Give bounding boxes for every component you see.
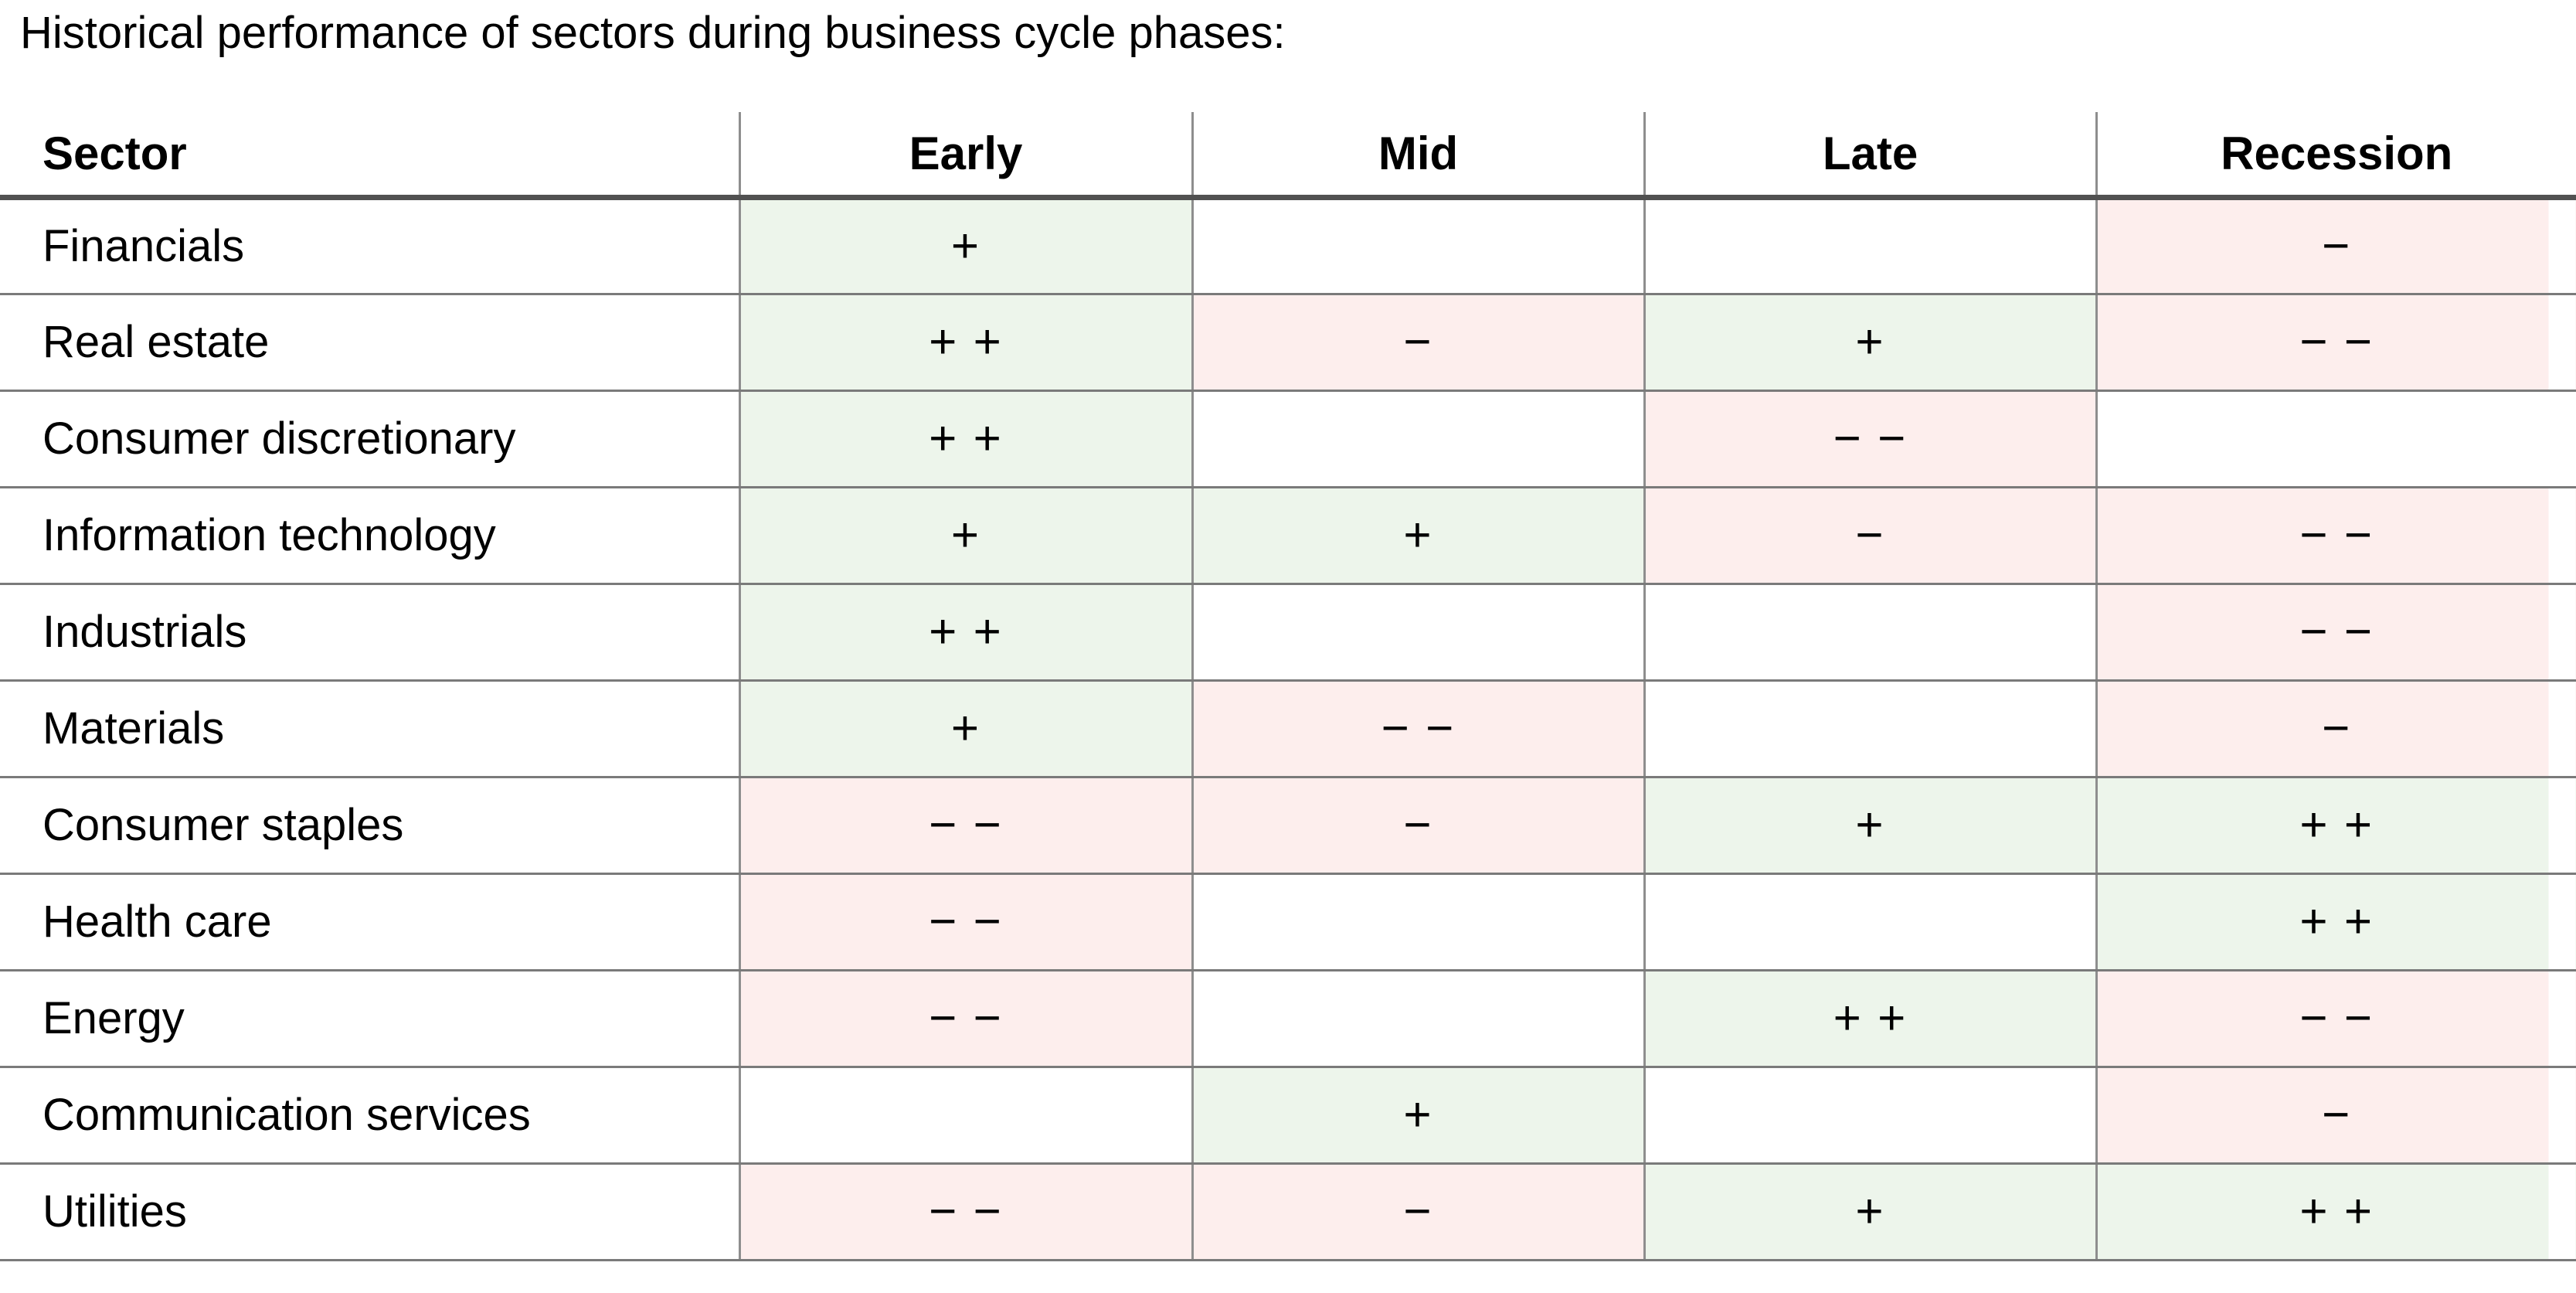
signal-cell-mid [1192,584,1646,682]
signal-cell-late: + + [1644,970,2098,1068]
column-header-mid: Mid [1192,112,1646,200]
sector-name: Real estate [0,294,741,392]
sector-name: Information technology [0,487,741,585]
sector-name: Industrials [0,584,741,682]
table-row-consumer-staples: Consumer staples − − − + + + [0,777,2576,875]
table-row-information-technology: Information technology + + − − − [0,487,2576,585]
table-row-real-estate: Real estate + + − + − − [0,294,2576,392]
signal-cell-mid: − [1192,1163,1646,1261]
sector-name: Communication services [0,1067,741,1165]
page-title: Historical performance of sectors during… [20,8,1286,58]
signal-cell-early: − − [739,1163,1194,1261]
signal-cell-mid [1192,197,1646,295]
signal-cell-recession: + + [2096,777,2576,875]
signal-cell-early [739,1067,1194,1165]
signal-cell-mid: + [1192,1067,1646,1165]
signal-cell-late [1644,584,2098,682]
column-header-early: Early [739,112,1194,200]
signal-cell-early: + [739,487,1194,585]
signal-cell-early: − − [739,873,1194,971]
sector-name: Energy [0,970,741,1068]
column-header-sector: Sector [0,112,741,200]
table-row-health-care: Health care − − + + [0,873,2576,971]
signal-cell-recession [2096,390,2576,488]
signal-cell-late: − − [1644,390,2098,488]
sector-name: Consumer staples [0,777,741,875]
sector-name: Consumer discretionary [0,390,741,488]
sector-name: Health care [0,873,741,971]
sector-name: Financials [0,197,741,295]
signal-cell-late [1644,873,2098,971]
signal-cell-early: + [739,197,1194,295]
table-body: Financials + − Real estate + + − + − − Consumer … [0,197,2576,1261]
signal-cell-late: + [1644,294,2098,392]
table-row-industrials: Industrials + + − − [0,584,2576,682]
table-row-financials: Financials + − [0,197,2576,295]
signal-cell-recession: − − [2096,970,2576,1068]
table-row-energy: Energy − − + + − − [0,970,2576,1068]
table-row-materials: Materials + − − − [0,680,2576,778]
signal-cell-mid [1192,873,1646,971]
signal-cell-early: + + [739,390,1194,488]
signal-cell-late: + [1644,1163,2098,1261]
signal-cell-recession: + + [2096,873,2576,971]
column-header-late: Late [1644,112,2098,200]
sector-name: Materials [0,680,741,778]
signal-cell-recession: − − [2096,487,2576,585]
signal-cell-early: + [739,680,1194,778]
signal-cell-recession: − [2096,197,2576,295]
signal-cell-early: + + [739,294,1194,392]
signal-cell-late: − [1644,487,2098,585]
signal-cell-early: − − [739,970,1194,1068]
signal-cell-early: + + [739,584,1194,682]
signal-cell-recession: − − [2096,294,2576,392]
signal-cell-mid [1192,390,1646,488]
table-row-utilities: Utilities − − − + + + [0,1163,2576,1261]
signal-cell-mid [1192,970,1646,1068]
signal-cell-mid: − − [1192,680,1646,778]
signal-cell-early: − − [739,777,1194,875]
signal-cell-late [1644,1067,2098,1165]
signal-cell-mid: − [1192,777,1646,875]
signal-cell-recession: − [2096,1067,2576,1165]
signal-cell-recession: − [2096,680,2576,778]
column-header-recession: Recession [2096,112,2576,200]
signal-cell-mid: + [1192,487,1646,585]
sector-performance-table: Sector Early Mid Late Recession Financials + −… [0,112,2576,1261]
sector-name: Utilities [0,1163,741,1261]
signal-cell-recession: + + [2096,1163,2576,1261]
signal-cell-late [1644,197,2098,295]
table-row-consumer-discretionary: Consumer discretionary + + − − [0,390,2576,488]
signal-cell-mid: − [1192,294,1646,392]
signal-cell-recession: − − [2096,584,2576,682]
signal-cell-late: + [1644,777,2098,875]
header-row: Sector Early Mid Late Recession [0,112,2576,200]
table-row-communication-services: Communication services + − [0,1067,2576,1165]
signal-cell-late [1644,680,2098,778]
